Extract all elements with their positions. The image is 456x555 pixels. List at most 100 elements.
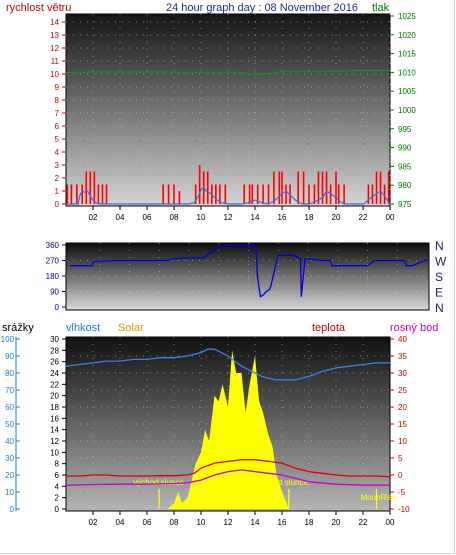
time-tick-label: 20 [332, 518, 341, 527]
rain-axis-label: srážky [2, 322, 34, 334]
humidity-tick-label: 2 [55, 494, 60, 503]
rain-tick-label: 40 [5, 437, 14, 446]
pressure-axis-label: tlak [372, 2, 390, 14]
wind-speed-tick-label: 8 [55, 96, 60, 105]
time-tick-label: 22 [359, 213, 368, 222]
wind-pressure-panel: rychlost větru 24 hour graph day : 08 No… [6, 2, 416, 222]
humidity-tick-label: 22 [50, 380, 59, 389]
direction-tick-label: 90 [50, 288, 59, 297]
wind-speed-tick-label: 5 [55, 135, 60, 144]
temperature-tick-label: 0 [398, 471, 403, 480]
wind-gridlines [66, 14, 391, 206]
time-tick-label: 02 [89, 518, 98, 527]
temperature-tick-label: 5 [398, 454, 403, 463]
temperature-humidity-panel: srážky vlhkost Solar teplota rosný bod 0… [1, 322, 439, 527]
direction-tick-label: 0 [55, 303, 60, 312]
rain-tick-label: 80 [5, 369, 14, 378]
pressure-line [66, 70, 390, 76]
time-tick-label: 10 [197, 213, 206, 222]
wind-speed-tick-label: 4 [55, 148, 60, 157]
pressure-tick-label: 1005 [398, 87, 416, 96]
temperature-tick-label: 30 [398, 369, 407, 378]
temperature-tick-label: 10 [398, 437, 407, 446]
sun-moon-annotations: východ slunce západ slunce Moon Set MoonRis… [133, 478, 397, 509]
temperature-tick-label: 20 [398, 403, 407, 412]
compass-label: N [435, 239, 444, 253]
temperature-tick-label: -10 [398, 505, 410, 514]
time-tick-label: 08 [170, 213, 179, 222]
pressure-tick-label: 975 [398, 200, 412, 209]
temperature-tick-label: 25 [398, 386, 407, 395]
time-tick-label: 22 [359, 518, 368, 527]
wind-speed-tick-label: 12 [50, 44, 59, 53]
annotation-label: Moon Set [236, 493, 271, 502]
annotation-label: východ slunce [133, 478, 184, 487]
direction-tick-label: 360 [46, 241, 60, 250]
humidity-tick-label: 30 [50, 335, 59, 344]
time-tick-label: 16 [278, 518, 287, 527]
humidity-tick-label: 16 [50, 414, 59, 423]
pressure-tick-label: 990 [398, 144, 412, 153]
gust-series [66, 165, 390, 204]
wind-speed-tick-label: 1 [55, 187, 60, 196]
rain-ticks: 0 10 20 30 40 50 60 70 80 90 100 [1, 335, 20, 514]
compass-label: N [435, 301, 444, 315]
time-tick-label: 16 [278, 213, 287, 222]
wind-speed-tick-label: 0 [55, 200, 60, 209]
temperature-tick-label: -5 [398, 488, 406, 497]
time-tick-label: 04 [116, 213, 125, 222]
wind-speed-tick-label: 11 [51, 57, 60, 66]
solar-axis-label: Solar [118, 322, 144, 334]
humidity-tick-label: 10 [50, 448, 59, 457]
time-tick-label: 10 [197, 518, 206, 527]
temperature-line [66, 459, 391, 478]
dew-axis-label: rosný bod [390, 322, 438, 334]
pressure-tick-label: 1010 [398, 68, 416, 77]
rain-tick-label: 0 [10, 505, 15, 514]
wind-time-ticks: 02 04 06 08 10 12 14 16 18 20 22 00 [89, 206, 395, 222]
chart-title: 24 hour graph day : 08 November 2016 [166, 2, 358, 14]
wind-speed-tick-label: 2 [55, 174, 60, 183]
solar-area [159, 350, 289, 509]
annotation-label: MoonRise [360, 493, 397, 502]
rain-tick-label: 60 [5, 403, 14, 412]
time-tick-label: 20 [332, 213, 341, 222]
time-tick-label: 06 [143, 518, 152, 527]
humidity-tick-label: 20 [50, 392, 59, 401]
rain-tick-label: 20 [5, 471, 14, 480]
humidity-tick-label: 12 [50, 437, 59, 446]
rain-tick-label: 50 [5, 420, 14, 429]
wind-speed-tick-label: 3 [55, 161, 60, 170]
wind-speed-tick-label: 14 [50, 18, 59, 27]
time-tick-label: 18 [305, 213, 314, 222]
humidity-tick-label: 28 [50, 346, 59, 355]
temp-axis-label: teplota [312, 322, 346, 334]
time-tick-label: 18 [305, 518, 314, 527]
wind-speed-axis-label: rychlost větru [6, 2, 71, 14]
temperature-tick-label: 15 [398, 420, 407, 429]
humidity-tick-label: 24 [50, 369, 59, 378]
dew-point-line [65, 469, 390, 486]
humidity-axis-label: vlhkost [66, 322, 100, 334]
temperature-tick-label: 35 [398, 352, 407, 361]
temperature-ticks: -10 -5 0 5 10 15 20 25 30 35 40 [390, 335, 410, 514]
temperature-tick-label: 40 [398, 335, 407, 344]
direction-tick-label: 180 [46, 272, 60, 281]
time-tick-label: 12 [224, 213, 233, 222]
rain-tick-label: 90 [5, 352, 14, 361]
pressure-tick-label: 1025 [398, 12, 416, 21]
humidity-tick-label: 14 [50, 426, 59, 435]
pressure-tick-label: 1015 [398, 50, 416, 59]
wind-speed-line [66, 186, 391, 205]
time-tick-label: 08 [170, 518, 179, 527]
wind-direction-line [70, 244, 428, 298]
humidity-line [65, 348, 390, 381]
humidity-tick-label: 18 [50, 403, 59, 412]
humidity-tick-label: 0 [55, 505, 60, 514]
time-tick-label: 06 [143, 213, 152, 222]
wind-speed-tick-label: 10 [50, 70, 59, 79]
compass-label: W [435, 255, 447, 269]
annotation-label: západ slunce [261, 478, 309, 487]
